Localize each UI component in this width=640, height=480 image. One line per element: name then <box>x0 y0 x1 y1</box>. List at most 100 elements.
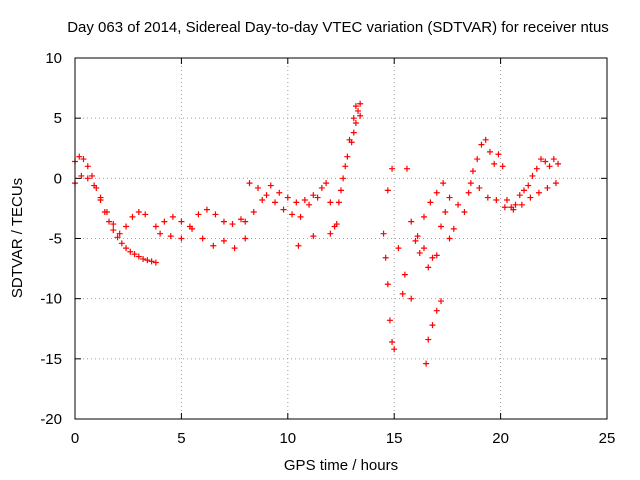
data-point <box>84 175 91 182</box>
data-point <box>189 225 196 232</box>
data-point <box>97 194 104 201</box>
data-point <box>84 163 91 170</box>
data-point <box>310 192 317 199</box>
data-point <box>433 189 440 196</box>
data-point <box>529 172 536 179</box>
data-point <box>169 213 176 220</box>
data-point <box>433 307 440 314</box>
data-point <box>195 211 202 218</box>
data-point <box>525 182 532 189</box>
data-point <box>546 163 553 170</box>
data-point <box>389 338 396 345</box>
data-point <box>140 255 147 262</box>
data-point <box>157 230 164 237</box>
data-point <box>231 245 238 252</box>
data-point <box>167 233 174 240</box>
data-point <box>284 194 291 201</box>
data-point <box>425 264 432 271</box>
data-point <box>357 112 364 119</box>
data-point <box>544 184 551 191</box>
data-point <box>527 194 534 201</box>
data-point <box>484 194 491 201</box>
data-point <box>335 199 342 206</box>
y-tick-label: -5 <box>49 231 62 248</box>
data-point <box>327 230 334 237</box>
data-point <box>552 180 559 187</box>
data-point <box>295 242 302 249</box>
x-axis-label: GPS time / hours <box>284 457 398 474</box>
data-point <box>386 317 393 324</box>
data-point <box>535 189 542 196</box>
data-point <box>342 163 349 170</box>
data-point <box>499 163 506 170</box>
data-point <box>116 230 123 237</box>
data-point <box>501 204 508 211</box>
data-point <box>129 213 136 220</box>
x-tick-label: 20 <box>492 430 509 447</box>
data-point <box>408 218 415 225</box>
data-point <box>455 201 462 208</box>
data-point <box>103 209 110 216</box>
data-point <box>276 189 283 196</box>
data-point <box>495 151 502 158</box>
data-point <box>229 221 236 228</box>
data-point <box>510 206 517 213</box>
data-point <box>123 245 130 252</box>
data-point <box>461 209 468 216</box>
data-point <box>263 192 270 199</box>
data-point <box>476 184 483 191</box>
data-point <box>148 258 155 265</box>
y-tick-label: -20 <box>40 411 62 428</box>
x-tick-label: 5 <box>177 430 185 447</box>
data-point <box>395 245 402 252</box>
data-point <box>114 234 121 241</box>
data-point <box>272 199 279 206</box>
data-point <box>297 213 304 220</box>
data-point <box>237 216 244 223</box>
data-point <box>427 199 434 206</box>
data-point <box>106 218 113 225</box>
data-point <box>533 165 540 172</box>
data-point <box>478 141 485 148</box>
data-point <box>555 160 562 167</box>
data-point <box>352 119 359 126</box>
data-point <box>346 136 353 143</box>
data-point <box>384 187 391 194</box>
data-point <box>289 211 296 218</box>
data-point <box>323 180 330 187</box>
data-point <box>178 235 185 242</box>
data-point <box>521 187 528 194</box>
data-point <box>250 209 257 216</box>
data-point <box>384 281 391 288</box>
data-point <box>408 295 415 302</box>
data-point <box>446 194 453 201</box>
x-tick-label: 0 <box>71 430 79 447</box>
data-point <box>338 187 344 194</box>
data-point <box>293 199 300 206</box>
data-point <box>127 248 134 255</box>
data-point <box>242 235 249 242</box>
data-point <box>314 194 321 201</box>
data-point <box>152 223 159 230</box>
x-tick-labels: 0 5 10 15 20 25 <box>71 430 616 447</box>
data-point <box>416 249 423 256</box>
data-point <box>382 254 389 261</box>
data-point <box>144 257 151 264</box>
data-point <box>438 298 445 305</box>
data-point <box>280 206 287 213</box>
x-tick-label: 25 <box>599 430 616 447</box>
data-point <box>516 192 523 199</box>
data-point <box>306 201 313 208</box>
data-point <box>310 233 317 240</box>
data-point <box>267 182 274 189</box>
data-point <box>118 240 125 247</box>
data-point <box>350 115 357 122</box>
data-point <box>440 180 447 187</box>
data-point <box>450 225 457 232</box>
data-point <box>542 158 549 165</box>
data-point <box>399 290 406 297</box>
data-point <box>465 189 472 196</box>
data-point <box>467 180 474 187</box>
data-point <box>78 172 85 179</box>
data-point <box>340 175 347 182</box>
